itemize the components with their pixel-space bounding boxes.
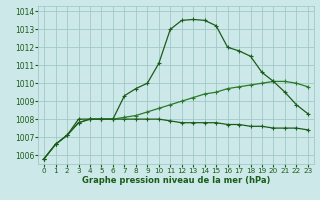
X-axis label: Graphe pression niveau de la mer (hPa): Graphe pression niveau de la mer (hPa) [82,176,270,185]
